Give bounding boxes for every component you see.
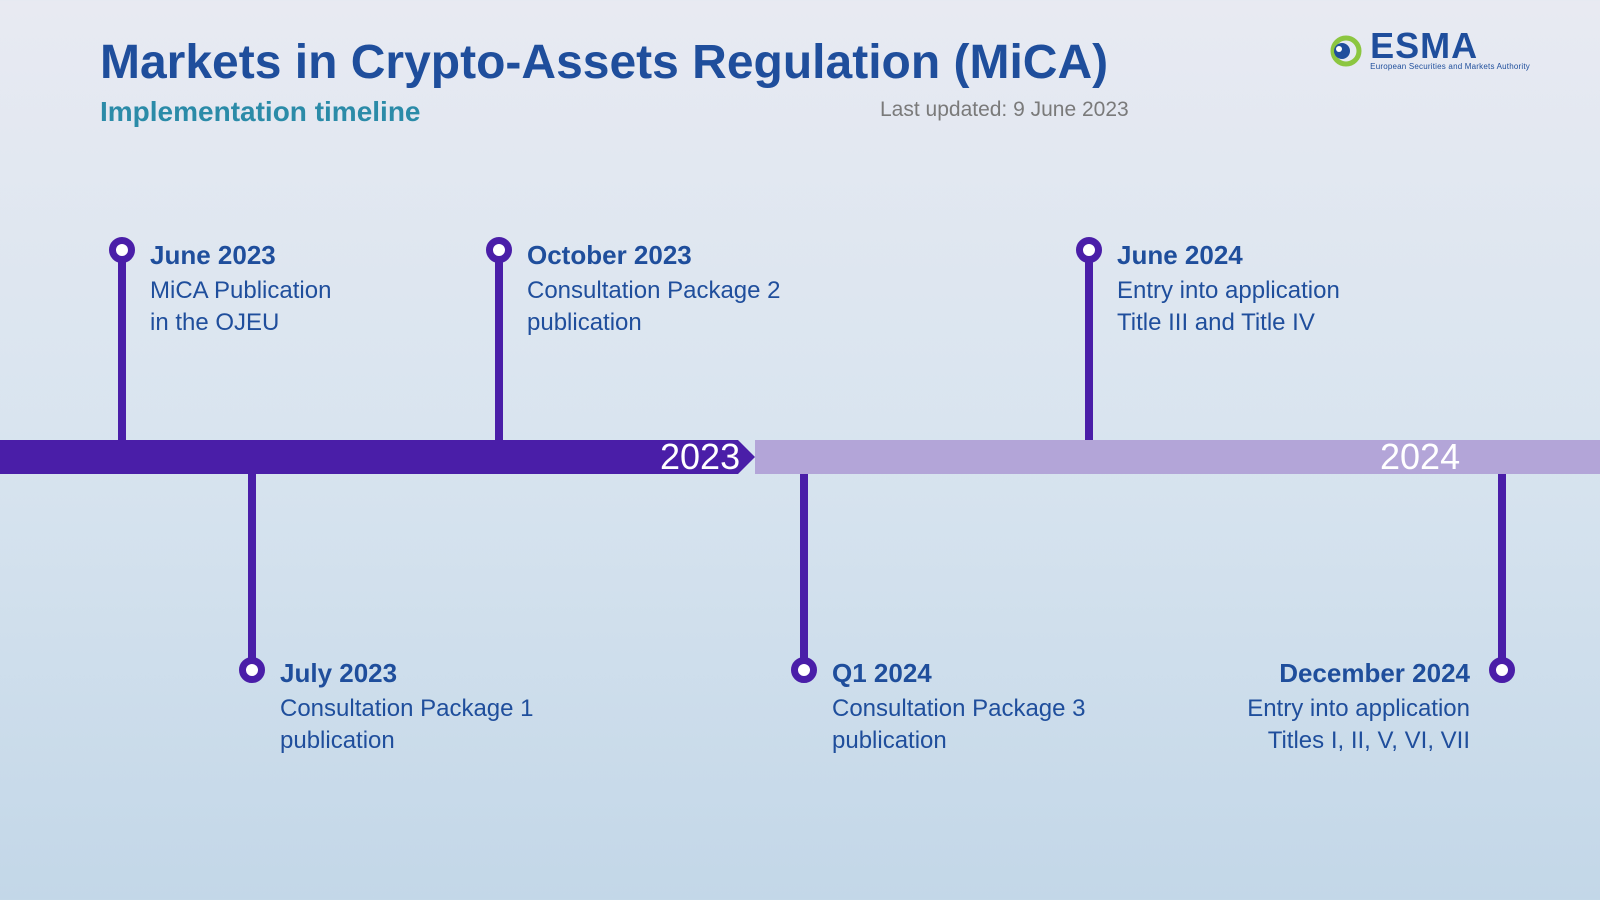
milestone-description: Consultation Package 2publication xyxy=(527,275,827,340)
milestone-stem xyxy=(800,474,808,670)
axis-segment-2023 xyxy=(0,440,738,474)
milestone-stem xyxy=(248,474,256,670)
axis-label-2024: 2024 xyxy=(1380,440,1460,474)
milestone-date: June 2023 xyxy=(150,240,450,271)
logo-subtext: European Securities and Markets Authorit… xyxy=(1370,62,1530,71)
milestone-text: October 2023 Consultation Package 2public… xyxy=(527,240,827,340)
axis-label-2023: 2023 xyxy=(660,440,740,474)
timeline-axis xyxy=(0,440,1600,474)
milestone-date: Q1 2024 xyxy=(832,658,1132,689)
milestone-description: MiCA Publicationin the OJEU xyxy=(150,275,450,340)
milestone-dot-icon xyxy=(791,657,817,683)
milestone-description: Consultation Package 3publication xyxy=(832,693,1132,758)
milestone-text: June 2024 Entry into applicationTitle III… xyxy=(1117,240,1417,340)
logo-text: ESMA xyxy=(1370,30,1530,62)
milestone-stem xyxy=(1085,250,1093,440)
milestone-dot-icon xyxy=(1076,237,1102,263)
milestone-text: December 2024 Entry into applicationTitle… xyxy=(1170,658,1470,758)
esma-logo-icon xyxy=(1326,33,1362,69)
milestone-date: December 2024 xyxy=(1170,658,1470,689)
axis-segment-2024 xyxy=(755,440,1600,474)
milestone-text: July 2023 Consultation Package 1publicati… xyxy=(280,658,580,758)
esma-logo: ESMA European Securities and Markets Aut… xyxy=(1326,30,1530,71)
milestone-stem xyxy=(118,250,126,440)
milestone-text: Q1 2024 Consultation Package 3publication xyxy=(832,658,1132,758)
milestone-date: July 2023 xyxy=(280,658,580,689)
header: Markets in Crypto-Assets Regulation (MiC… xyxy=(100,35,1500,128)
milestone-dot-icon xyxy=(486,237,512,263)
milestone-date: June 2024 xyxy=(1117,240,1417,271)
milestone-text: June 2023 MiCA Publicationin the OJEU xyxy=(150,240,450,340)
milestone-dot-icon xyxy=(239,657,265,683)
milestone-description: Entry into applicationTitle III and Titl… xyxy=(1117,275,1417,340)
milestone-stem xyxy=(1498,474,1506,670)
page-title: Markets in Crypto-Assets Regulation (MiC… xyxy=(100,35,1500,90)
milestone-date: October 2023 xyxy=(527,240,827,271)
milestone-description: Entry into applicationTitles I, II, V, V… xyxy=(1170,693,1470,758)
page-subtitle: Implementation timeline xyxy=(100,96,1500,128)
milestone-dot-icon xyxy=(1489,657,1515,683)
milestone-stem xyxy=(495,250,503,440)
last-updated: Last updated: 9 June 2023 xyxy=(880,98,1129,122)
milestone-dot-icon xyxy=(109,237,135,263)
milestone-description: Consultation Package 1publication xyxy=(280,693,580,758)
